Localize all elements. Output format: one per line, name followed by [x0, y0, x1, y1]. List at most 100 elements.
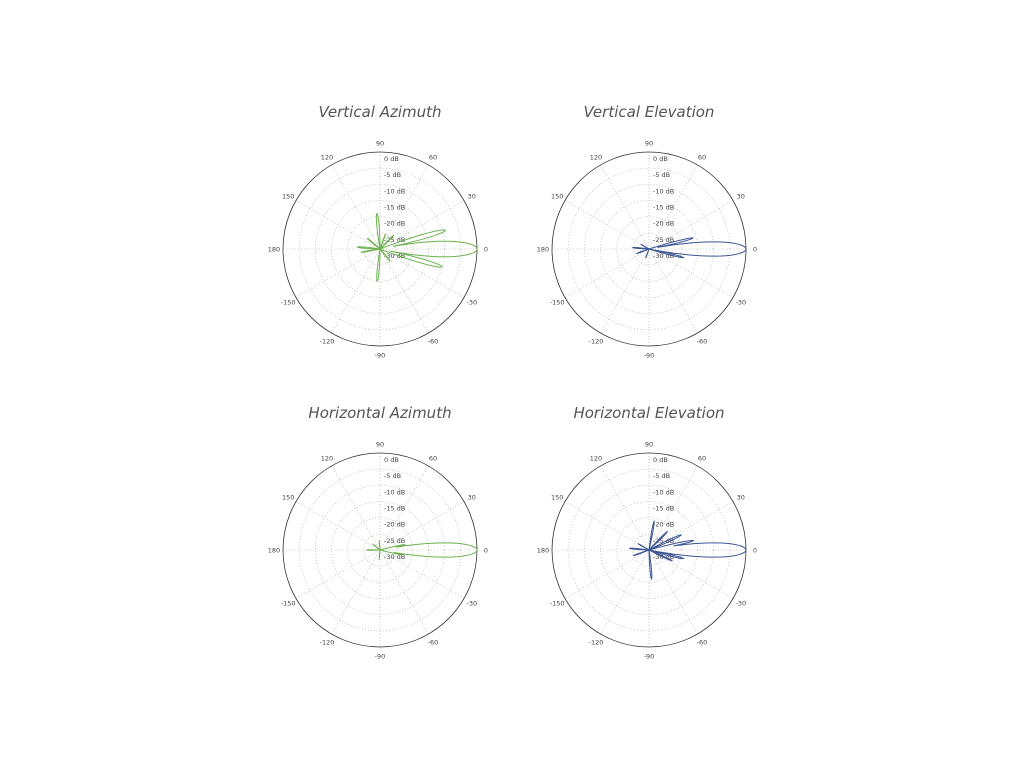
angle-tick-label: 120 — [321, 455, 333, 463]
grid-ring — [567, 468, 731, 632]
grid-spoke — [331, 248, 381, 334]
angle-tick-label: 90 — [376, 441, 384, 449]
angle-tick-label: 120 — [590, 455, 602, 463]
angle-tick-label: -90 — [375, 653, 386, 661]
grid-spoke — [648, 549, 698, 635]
angle-tick-label: -90 — [644, 653, 655, 661]
angle-tick-label: -150 — [281, 600, 296, 608]
angle-tick-label: 180 — [268, 547, 280, 555]
grid-spoke — [379, 501, 465, 551]
angle-tick-label: -60 — [697, 638, 708, 646]
angle-tick-label: 90 — [645, 441, 653, 449]
angle-tick-label: 60 — [429, 455, 437, 463]
radiation-pattern-series — [628, 519, 747, 581]
grid-spoke — [648, 501, 734, 551]
angle-tick-label: -120 — [589, 337, 604, 345]
grid-spoke — [648, 465, 698, 551]
r-tick-label: 0 dB — [653, 155, 668, 163]
r-tick-label: -20 dB — [653, 521, 674, 529]
r-tick-label: -10 dB — [384, 187, 405, 195]
grid-spoke — [379, 200, 465, 250]
chart-title: Vertical Elevation — [583, 103, 715, 121]
r-tick-label: -25 dB — [384, 236, 405, 244]
angle-tick-label: -60 — [428, 638, 439, 646]
angle-tick-label: 150 — [282, 193, 294, 201]
grid-spoke — [564, 248, 650, 298]
angle-tick-label: 30 — [468, 494, 476, 502]
grid-spoke — [379, 248, 429, 334]
angle-tick-label: 180 — [537, 246, 549, 254]
grid-spoke — [295, 549, 381, 599]
angle-tick-label: -90 — [375, 352, 386, 360]
chart-title: Horizontal Azimuth — [308, 404, 452, 422]
grid-spoke — [600, 248, 650, 334]
radiation-pattern-series — [365, 540, 478, 560]
angle-tick-label: -150 — [281, 299, 296, 307]
r-tick-label: -5 dB — [384, 171, 401, 179]
r-tick-label: -30 dB — [384, 252, 405, 260]
r-tick-label: -20 dB — [653, 220, 674, 228]
grid-ring — [347, 216, 413, 282]
angle-tick-label: 0 — [484, 547, 488, 555]
r-tick-label: 0 dB — [384, 456, 399, 464]
grid-ring — [567, 167, 731, 331]
grid-spoke — [600, 549, 650, 635]
r-tick-label: -10 dB — [653, 187, 674, 195]
angle-tick-label: 90 — [376, 140, 384, 148]
grid-spoke — [379, 164, 429, 250]
grid-ring — [298, 468, 462, 632]
r-tick-label: -15 dB — [653, 505, 674, 513]
grid-spoke — [295, 248, 381, 298]
grid-spoke — [331, 164, 381, 250]
grid-spoke — [648, 200, 734, 250]
grid-ring — [632, 533, 666, 567]
angle-tick-label: 60 — [698, 455, 706, 463]
angle-tick-label: -30 — [735, 299, 746, 307]
angle-tick-label: 30 — [737, 494, 745, 502]
angle-tick-label: 60 — [429, 154, 437, 162]
angle-tick-label: 150 — [551, 494, 563, 502]
polar-plot: 0 30 60 90 120 150 180 -150 -120 -90 -60 -30 0 dB -5 … — [537, 140, 757, 360]
angle-tick-label: -60 — [697, 337, 708, 345]
angle-tick-label: 30 — [468, 193, 476, 201]
angle-tick-label: 0 — [753, 547, 757, 555]
grid-spoke — [564, 200, 650, 250]
grid-ring — [298, 167, 462, 331]
angle-tick-label: 60 — [698, 154, 706, 162]
grid-spoke — [379, 465, 429, 551]
angle-tick-label: 150 — [282, 494, 294, 502]
angle-tick-label: -60 — [428, 337, 439, 345]
chart-title: Vertical Azimuth — [318, 103, 442, 121]
angle-tick-label: 180 — [537, 547, 549, 555]
r-tick-label: -20 dB — [384, 220, 405, 228]
r-tick-label: -10 dB — [653, 488, 674, 496]
r-tick-label: 0 dB — [384, 155, 399, 163]
angle-tick-label: 90 — [645, 140, 653, 148]
r-tick-label: -5 dB — [653, 171, 670, 179]
r-tick-label: -10 dB — [384, 488, 405, 496]
polar-plot: 0 30 60 90 120 150 180 -150 -120 -90 -60 -30 0 dB -5 … — [537, 441, 757, 661]
r-tick-label: -15 dB — [384, 204, 405, 212]
r-tick-label: 0 dB — [653, 456, 668, 464]
grid-ring — [616, 517, 682, 583]
polar-plot: 0 30 60 90 120 150 180 -150 -120 -90 -60 -30 0 dB -5 … — [268, 441, 488, 661]
grid-ring — [616, 216, 682, 282]
chart-title: Horizontal Elevation — [573, 404, 725, 422]
grid-spoke — [295, 501, 381, 551]
grid-spoke — [295, 200, 381, 250]
radiation-pattern-series — [356, 212, 478, 283]
r-tick-label: -25 dB — [653, 236, 674, 244]
radiation-pattern-series — [631, 237, 747, 259]
angle-tick-label: -120 — [589, 638, 604, 646]
r-tick-label: -25 dB — [653, 537, 674, 545]
angle-tick-label: 30 — [737, 193, 745, 201]
grid-spoke — [379, 248, 465, 298]
grid-spoke — [331, 465, 381, 551]
r-tick-label: -5 dB — [384, 472, 401, 480]
r-tick-label: -15 dB — [653, 204, 674, 212]
r-tick-label: -5 dB — [653, 472, 670, 480]
angle-tick-label: 120 — [321, 154, 333, 162]
angle-tick-label: -120 — [320, 638, 335, 646]
grid-spoke — [564, 549, 650, 599]
